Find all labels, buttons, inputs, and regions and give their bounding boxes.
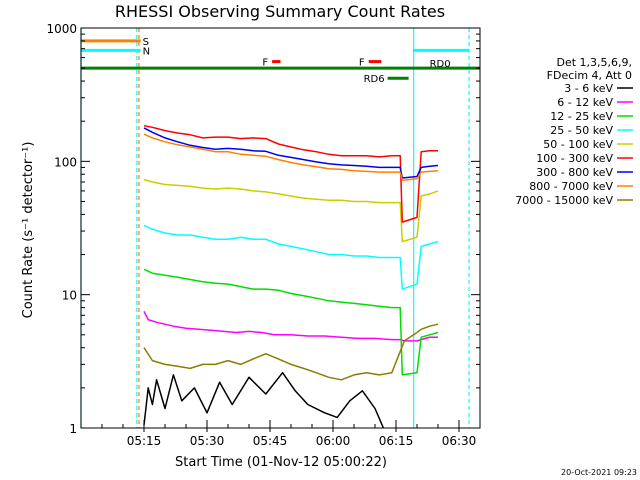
y-tick-label-3: 1000 xyxy=(46,22,77,36)
legend-label-1: 6 - 12 keV xyxy=(557,96,613,109)
series-line-6 xyxy=(143,127,439,179)
flag-label-2: F xyxy=(262,58,268,69)
x-axis-label: Start Time (01-Nov-12 05:00:22) xyxy=(175,455,387,470)
legend-label-7: 800 - 7000 keV xyxy=(529,180,613,193)
series-line-4 xyxy=(143,178,439,243)
flag-label-4: RD0 xyxy=(430,59,451,70)
legend-label-4: 50 - 100 keV xyxy=(543,138,613,151)
legend-header-line-1: Det 1,3,5,6,9, xyxy=(556,56,632,69)
legend-label-0: 3 - 6 keV xyxy=(564,82,613,95)
series-line-0 xyxy=(143,371,385,429)
legend: Det 1,3,5,6,9, FDecim 4, Att 0 3 - 6 keV… xyxy=(515,56,633,207)
x-tick-label-5: 06:30 xyxy=(442,434,477,448)
legend-label-3: 25 - 50 keV xyxy=(550,124,613,137)
flag-annotations: SN F F RD0 RD6 xyxy=(81,37,480,85)
flag-label-5: RD6 xyxy=(364,74,385,85)
y-axis-label-text: Count Rate (s⁻¹ detector⁻¹) xyxy=(21,142,36,319)
legend-label-5: 100 - 300 keV xyxy=(536,152,613,165)
series-line-5 xyxy=(143,124,438,223)
plot-frame xyxy=(80,27,481,429)
series-line-7 xyxy=(143,133,439,182)
legend-label-2: 12 - 25 keV xyxy=(550,110,613,123)
series-line-8 xyxy=(143,323,439,381)
y-axis-label: Count Rate (s⁻¹ detector⁻¹) xyxy=(21,142,36,319)
series-line-1 xyxy=(143,310,438,342)
y-tick-label-0: 1 xyxy=(69,422,77,436)
legend-header-line-2: FDecim 4, Att 0 xyxy=(547,69,632,82)
legend-label-8: 7000 - 15000 keV xyxy=(515,194,613,207)
series-line-3 xyxy=(143,224,439,290)
footer-timestamp: 20-Oct-2021 09:23 xyxy=(561,468,637,477)
series-lines xyxy=(143,124,439,429)
y-tick-label-1: 10 xyxy=(62,289,77,303)
x-tick-label-1: 05:30 xyxy=(190,434,225,448)
flag-label-0: S xyxy=(143,37,149,48)
y-ticks: 1 10 100 1000 xyxy=(46,22,480,436)
flag-label-3: F xyxy=(359,58,365,69)
x-ticks: 05:15 05:30 05:45 06:00 06:15 06:30 xyxy=(80,420,481,448)
x-tick-label-2: 05:45 xyxy=(253,434,288,448)
legend-label-6: 300 - 800 keV xyxy=(536,166,613,179)
x-tick-label-4: 06:15 xyxy=(379,434,414,448)
flag-label-1: N xyxy=(143,46,150,57)
series-line-2 xyxy=(143,268,439,376)
x-tick-label-3: 06:00 xyxy=(316,434,351,448)
x-tick-label-0: 05:15 xyxy=(127,434,162,448)
chart-title: RHESSI Observing Summary Count Rates xyxy=(115,2,445,21)
y-tick-label-2: 100 xyxy=(54,155,77,169)
